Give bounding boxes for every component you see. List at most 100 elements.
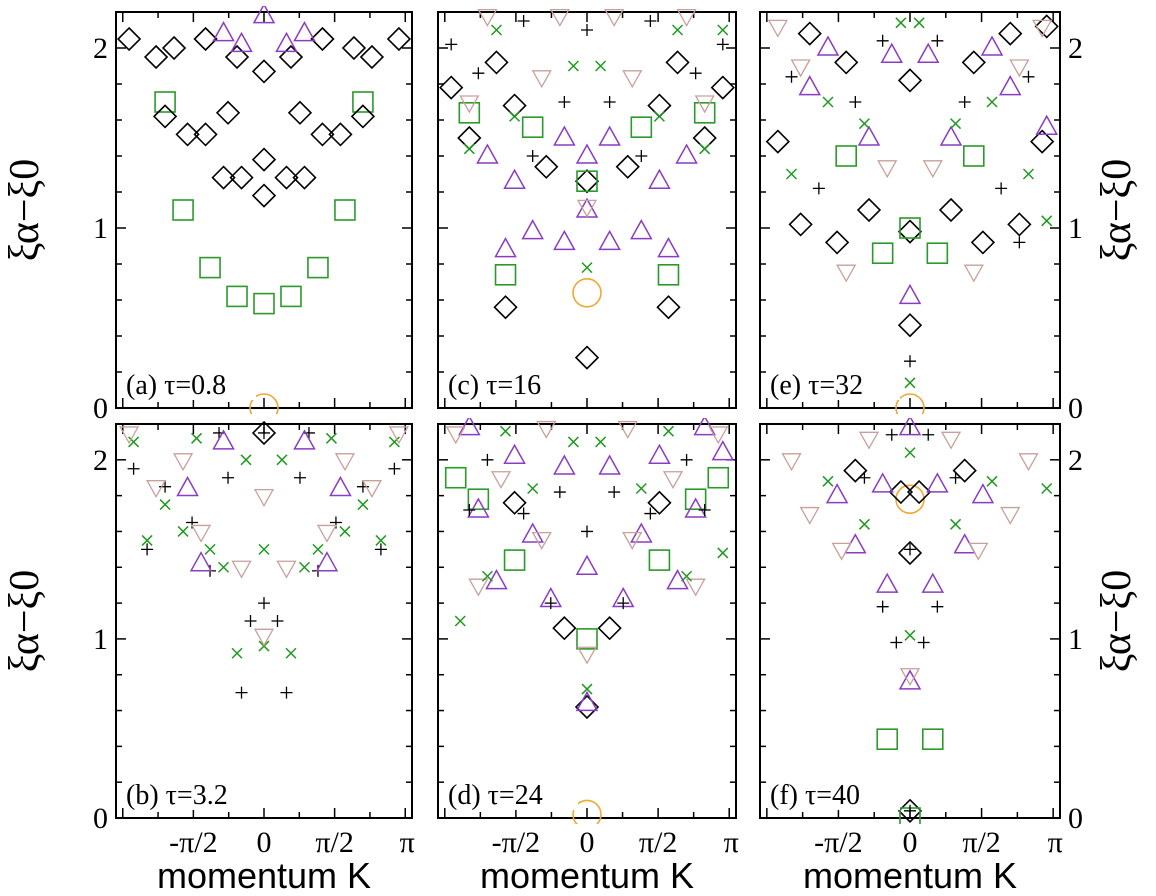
cross-point: [1022, 168, 1035, 180]
panel-label: (e) τ=32: [770, 370, 863, 401]
plus-point: [904, 804, 916, 817]
triangle_down-point: [940, 431, 962, 450]
cross-point: [913, 17, 925, 29]
plus-point: [890, 636, 903, 649]
plus-point: [463, 503, 476, 516]
triangle_down-point: [445, 426, 466, 445]
square-point: [684, 488, 707, 511]
cross-point: [191, 432, 203, 444]
plus-point: [235, 686, 248, 699]
square-point: [657, 263, 680, 286]
diamond-point: [310, 26, 335, 52]
cross-point: [662, 425, 675, 437]
y-tick-label: 0: [93, 392, 108, 425]
cross-point: [509, 110, 521, 122]
diamond-point: [341, 35, 367, 61]
y-axis-label: ξα−ξ0: [1094, 570, 1140, 673]
cross-point: [822, 96, 834, 108]
plus-point: [388, 462, 401, 475]
plus-point: [472, 67, 485, 80]
triangle_down-point: [253, 488, 275, 507]
panel-label-bg: [124, 778, 256, 810]
triangle_up-point: [898, 669, 922, 690]
triangle_up-point: [293, 21, 316, 42]
diamond-point: [906, 479, 932, 505]
triangle_up-point: [458, 418, 481, 436]
square-point: [899, 217, 921, 239]
cross-point: [141, 534, 153, 546]
y-axis-label: ξα−ξ0: [2, 570, 48, 673]
panel-label-bg: [768, 778, 900, 810]
triangle_down-point: [253, 628, 275, 647]
plus-point: [716, 38, 729, 51]
triangle_down-point: [334, 453, 356, 472]
x-tick-label: π: [400, 826, 415, 859]
plus-point: [127, 462, 140, 475]
plus-point: [689, 67, 702, 80]
triangle_up-point: [675, 143, 698, 164]
diamond-point: [502, 93, 527, 118]
plus-point: [356, 480, 369, 493]
triangle_up-point: [503, 443, 526, 464]
x-tick-label: π: [1048, 826, 1063, 859]
cross-point: [681, 570, 693, 582]
square-point: [253, 292, 275, 315]
cross-point: [499, 425, 512, 437]
triangle_down-point: [858, 431, 880, 450]
plus-point: [922, 428, 935, 441]
diamond-point: [1030, 129, 1055, 154]
cross-point: [986, 96, 998, 108]
diamond-point: [897, 540, 923, 566]
triangle_up-point: [176, 475, 199, 497]
triangle_up-point: [898, 418, 922, 436]
diamond-point: [211, 165, 236, 190]
triangle_down-point: [708, 426, 729, 445]
plot-frame: [437, 11, 737, 409]
triangle_up-point: [575, 690, 599, 712]
cross-point: [986, 475, 998, 487]
triangle_up-point: [189, 551, 213, 572]
triangle_up-point: [871, 472, 894, 493]
plus-point: [271, 615, 284, 627]
cross-point: [231, 647, 243, 659]
triangle_up-point: [926, 472, 949, 493]
plus-point: [445, 38, 458, 51]
diamond-point: [788, 212, 813, 237]
triangle_up-point: [212, 21, 235, 42]
square-point: [467, 488, 490, 511]
diamond-point: [647, 490, 672, 515]
cross-point: [595, 436, 607, 448]
triangle_up-point: [921, 572, 945, 593]
square-point: [707, 466, 730, 489]
panel-label: (a) τ=0.8: [126, 370, 226, 401]
triangle_down-point: [549, 8, 570, 27]
triangle_down-point: [604, 8, 625, 27]
diamond-point: [350, 104, 376, 129]
x-axis-label: momentum K: [803, 855, 1017, 896]
triangle_down-point: [622, 531, 643, 550]
square-point: [630, 116, 653, 138]
triangle_up-point: [252, 6, 276, 24]
triangle_down-point: [676, 8, 697, 27]
y-axis-label: ξα−ξ0: [1094, 159, 1140, 262]
diamond-point: [952, 458, 977, 483]
diamond-point: [193, 26, 218, 52]
cross-point: [481, 570, 493, 582]
panel-label-bg: [124, 368, 256, 400]
y-tick-label: 0: [1068, 392, 1083, 425]
square-point: [871, 242, 894, 264]
y-tick-label: 1: [1068, 212, 1083, 245]
triangle_up-point: [816, 35, 840, 56]
panel-a: 0 1 2 ξα−ξ0 (a) τ=0.8: [2, 6, 413, 425]
plus-point: [159, 480, 172, 493]
cross-point: [717, 547, 729, 559]
y-tick-label: 2: [1068, 444, 1083, 477]
plus-point: [858, 471, 871, 484]
triangle_down-point: [836, 264, 857, 283]
diamond-point: [292, 165, 317, 190]
triangle_up-point: [598, 229, 621, 251]
triangle_up-point: [648, 443, 671, 464]
cross-point: [595, 60, 607, 72]
panel-label-bg: [768, 368, 900, 400]
square-point: [444, 466, 467, 489]
